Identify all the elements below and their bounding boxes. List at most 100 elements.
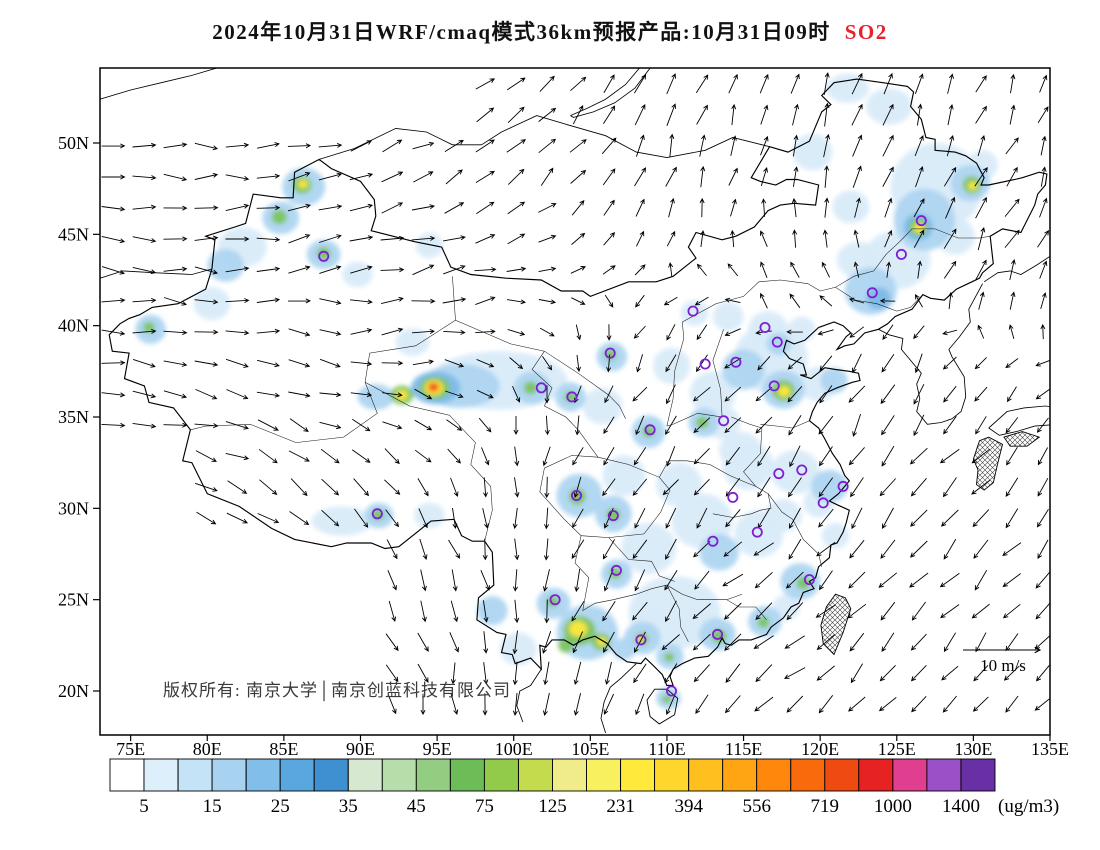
lon-tick-label: 90E xyxy=(346,739,375,759)
colorbar-tick-label: 25 xyxy=(271,796,290,817)
lon-tick-label: 105E xyxy=(571,739,609,759)
lat-tick-label: 20N xyxy=(58,681,89,701)
colorbar-cell xyxy=(858,758,894,792)
colorbar-cell xyxy=(143,758,179,792)
city-marker xyxy=(866,287,878,299)
wind-scale-label: 10 m/s xyxy=(980,656,1026,675)
colorbar-cell xyxy=(892,758,928,792)
city-marker xyxy=(803,574,815,586)
lon-tick-label: 130E xyxy=(954,739,992,759)
city-marker xyxy=(371,508,383,520)
city-marker xyxy=(644,424,656,436)
city-marker xyxy=(796,464,808,476)
colorbar-tick-label: 35 xyxy=(339,796,358,817)
colorbar-tick-label: 1400 xyxy=(942,796,980,817)
lon-tick-label: 85E xyxy=(269,739,298,759)
lon-tick-label: 135E xyxy=(1031,739,1069,759)
city-marker xyxy=(566,391,578,403)
colorbar-tick-label: 719 xyxy=(811,796,840,817)
colorbar-cell xyxy=(109,758,145,792)
colorbar-cell xyxy=(518,758,553,792)
colorbar-tick-label: 5 xyxy=(139,796,149,817)
colorbar-cell xyxy=(347,758,383,792)
colorbar-cell xyxy=(245,758,281,792)
lon-tick-label: 115E xyxy=(725,739,762,759)
city-marker xyxy=(604,347,616,359)
city-marker xyxy=(730,356,742,368)
taiwan-island xyxy=(820,593,852,656)
colorbar-cell xyxy=(483,758,519,792)
city-marker xyxy=(817,497,829,509)
colorbar: 5 15 25 35 45 75 125 231 394 556 719 1000 1400 (ug/m3… xyxy=(109,758,1059,817)
lon-tick-label: 100E xyxy=(495,739,533,759)
colorbar-cell xyxy=(688,758,724,792)
lon-tick-label: 110E xyxy=(648,739,685,759)
colorbar-tick-label: 1000 xyxy=(874,796,912,817)
lat-tick-label: 25N xyxy=(58,590,89,610)
colorbar-tick-label: 394 xyxy=(674,796,703,817)
colorbar-cell xyxy=(586,758,621,792)
city-marker xyxy=(666,685,678,697)
city-marker xyxy=(635,634,647,646)
city-marker xyxy=(707,535,719,547)
city-marker xyxy=(718,415,730,427)
colorbar-unit-label: (ug/m3) xyxy=(998,796,1059,817)
wind-vector-field xyxy=(101,72,1050,717)
city-marker xyxy=(771,336,783,348)
city-marker xyxy=(727,491,739,503)
title-text: 2024年10月31日WRF/cmaq模式36km预报产品:10月31日09时 xyxy=(212,20,831,44)
colorbar-cell xyxy=(279,758,315,792)
colorbar-cell xyxy=(756,758,792,792)
wind-scale-arrow xyxy=(963,646,1042,654)
colorbar-tick-label: 231 xyxy=(606,796,635,817)
lat-tick-label: 45N xyxy=(58,224,89,244)
city-marker xyxy=(610,564,622,576)
city-marker xyxy=(607,510,619,522)
lat-tick-label: 50N xyxy=(58,133,89,153)
city-marker xyxy=(915,215,927,227)
colorbar-tick-label: 125 xyxy=(538,796,567,817)
city-marker xyxy=(837,480,849,492)
colorbar-tick-label: 556 xyxy=(742,796,771,817)
hainan-island xyxy=(646,688,679,725)
colorbar-cell xyxy=(926,758,962,792)
lat-tick-label: 40N xyxy=(58,316,89,336)
colorbar-cell xyxy=(790,758,826,792)
colorbar-cell xyxy=(620,758,656,792)
so2-concentration-field xyxy=(135,73,998,710)
page-title: 2024年10月31日WRF/cmaq模式36km预报产品:10月31日09时 S… xyxy=(0,16,1100,46)
city-marker xyxy=(712,628,724,640)
city-marker xyxy=(571,489,583,501)
lat-tick-label: 30N xyxy=(58,498,89,518)
station-markers xyxy=(318,215,927,697)
city-marker xyxy=(549,594,561,606)
colorbar-tick-label: 75 xyxy=(475,796,494,817)
colorbar-cell xyxy=(654,758,690,792)
lon-tick-label: 75E xyxy=(116,739,145,759)
colorbar-cell xyxy=(415,758,451,792)
colorbar-cell xyxy=(960,758,996,792)
lon-tick-label: 80E xyxy=(193,739,222,759)
colorbar-cell xyxy=(313,758,349,792)
city-marker xyxy=(751,526,763,538)
copyright-text: 版权所有: 南京大学│南京创蓝科技有限公司 xyxy=(163,681,512,700)
colorbar-tick-label: 45 xyxy=(407,796,426,817)
city-marker xyxy=(773,468,785,480)
colorbar-cell xyxy=(211,758,247,792)
colorbar-cell xyxy=(722,758,758,792)
city-marker xyxy=(699,358,711,370)
city-marker xyxy=(318,250,330,262)
colorbar-cell xyxy=(177,758,213,792)
city-marker xyxy=(895,248,907,260)
colorbar-cell xyxy=(449,758,485,792)
colorbar-cell xyxy=(552,758,587,792)
colorbar-tick-label: 15 xyxy=(203,796,222,817)
kyushu-island xyxy=(972,436,1004,491)
colorbar-cell xyxy=(381,758,417,792)
city-marker xyxy=(759,321,771,333)
title-species-label: SO2 xyxy=(844,20,888,44)
city-marker xyxy=(687,305,699,317)
map-axes: 50N 45N 40N 35N 30N 25N 20N 75E 80E 85E 90E 95E 100E… xyxy=(58,67,1069,759)
